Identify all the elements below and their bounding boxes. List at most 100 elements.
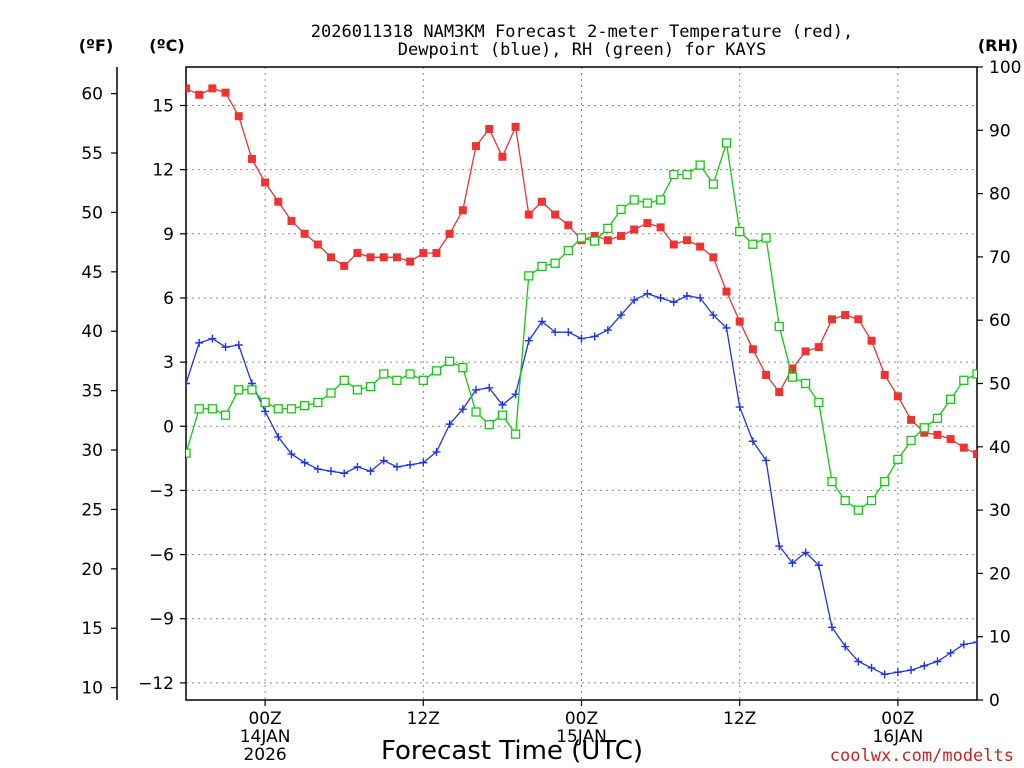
rh-point — [708, 179, 718, 189]
temperature-point — [617, 231, 626, 240]
fahrenheit-tick-label: 30 — [81, 441, 103, 461]
rh-point — [629, 195, 639, 205]
celsius-tick-label: −6 — [149, 546, 174, 566]
celsius-tick-label: −3 — [149, 481, 174, 501]
temperature-point — [406, 257, 415, 266]
rh-point — [418, 375, 428, 385]
rh-point — [379, 369, 389, 379]
temperature-point — [340, 261, 349, 270]
dewpoint-point — [841, 642, 850, 651]
celsius-unit-label: (ºC) — [149, 36, 184, 55]
dewpoint-point — [327, 467, 336, 476]
dewpoint-point — [564, 328, 573, 337]
temperature-point — [485, 125, 494, 134]
dewpoint-point — [946, 648, 955, 657]
temperature-point — [186, 84, 190, 93]
dewpoint-point — [814, 561, 823, 570]
chart-title-line2: Dewpoint (blue), RH (green) for KAYS — [398, 40, 766, 60]
rh-point — [352, 385, 363, 395]
temperature-point — [327, 253, 336, 262]
temperature-point — [814, 343, 823, 352]
rh-unit-label: (RH) — [978, 36, 1018, 55]
temperature-point — [287, 216, 296, 225]
rh-tick-label: 50 — [989, 375, 1011, 395]
rh-point — [919, 423, 929, 433]
dewpoint-point — [287, 450, 296, 459]
rh-point — [682, 169, 692, 180]
dewpoint-point — [195, 338, 204, 347]
temperature-point — [590, 231, 599, 240]
dewpoint-point — [907, 666, 916, 675]
temperature-point — [234, 112, 243, 121]
temperature-point — [682, 236, 691, 245]
dewpoint-point — [775, 542, 784, 551]
dewpoint-point — [472, 385, 481, 394]
rh-point — [563, 245, 573, 256]
temperature-point — [841, 311, 850, 320]
x-axis-title: Forecast Time (UTC) — [381, 736, 643, 766]
dewpoint-point — [419, 458, 428, 467]
rh-point — [590, 236, 600, 246]
rh-point — [326, 388, 336, 398]
temperature-point — [801, 347, 810, 356]
temperature-point — [432, 249, 441, 258]
rh-point — [207, 404, 218, 414]
fahrenheit-tick-label: 55 — [81, 144, 103, 164]
rh-point — [431, 366, 442, 376]
rh-point — [655, 195, 666, 205]
dewpoint-point — [801, 548, 810, 557]
dewpoint-point — [300, 458, 309, 467]
celsius-tick-label: −9 — [149, 610, 174, 630]
temperature-point — [221, 88, 230, 97]
dewpoint-point — [353, 462, 362, 471]
temperature-point — [933, 430, 942, 439]
rh-point — [313, 397, 323, 408]
temperature-point — [880, 370, 889, 379]
rh-point — [273, 404, 283, 414]
time-year-label: 2026 — [243, 745, 286, 765]
rh-point — [866, 495, 877, 506]
rh-point — [959, 375, 969, 385]
rh-point — [510, 429, 521, 439]
dewpoint-point — [577, 334, 586, 343]
time-date-label: 16JAN — [873, 727, 924, 747]
rh-point — [471, 407, 481, 417]
rh-point — [721, 138, 732, 148]
time-tick-label: 00Z — [565, 709, 598, 729]
dewpoint-point — [274, 432, 283, 441]
fahrenheit-tick-label: 60 — [81, 85, 103, 105]
temperature-point — [247, 154, 256, 163]
time-tick-label: 00Z — [881, 709, 914, 729]
chart-title-line1: 2026011318 NAM3KM Forecast 2-meter Tempe… — [311, 22, 853, 42]
fahrenheit-tick-label: 25 — [81, 500, 103, 520]
dewpoint-point — [682, 291, 691, 300]
temperature-point — [537, 197, 546, 206]
rh-point — [365, 382, 376, 392]
dewpoint-point — [524, 336, 533, 345]
rh-point — [932, 413, 943, 423]
rh-point — [761, 233, 771, 243]
temperature-point — [392, 253, 401, 262]
dewpoint-series — [186, 289, 977, 679]
temperature-point — [195, 90, 204, 99]
temperature-point — [472, 142, 481, 151]
rh-point — [642, 198, 653, 208]
dewpoint-point — [880, 670, 889, 679]
temperature-point — [630, 225, 639, 234]
rh-point — [445, 356, 455, 366]
rh-point — [603, 223, 613, 234]
rh-tick-label: 10 — [989, 628, 1011, 648]
fahrenheit-tick-label: 10 — [81, 679, 103, 699]
fahrenheit-tick-label: 45 — [81, 263, 103, 283]
dewpoint-point — [973, 638, 977, 647]
dewpoint-point — [643, 289, 652, 298]
rh-point — [853, 505, 863, 515]
temperature-point — [498, 152, 507, 161]
celsius-tick-label: 6 — [163, 289, 174, 309]
tick-labels: 15129630−3−6−9−1260555045403530252015101… — [81, 58, 1021, 765]
axes — [116, 66, 978, 701]
dewpoint-point — [709, 311, 718, 320]
plot-frame — [185, 66, 978, 701]
rh-point — [550, 258, 560, 268]
